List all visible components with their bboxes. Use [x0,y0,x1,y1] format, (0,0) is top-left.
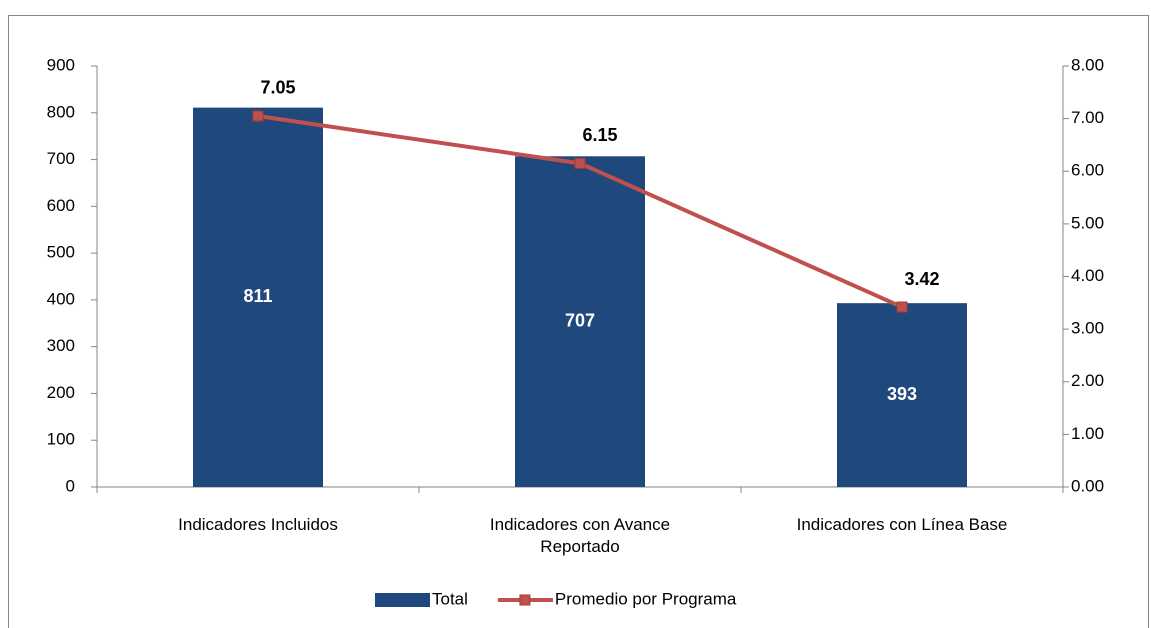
y-tick-label: 100 [47,430,75,449]
line-value-label: 3.42 [904,269,939,289]
chart-frame [8,15,1149,628]
legend-label: Promedio por Programa [555,589,737,608]
line-value-label: 7.05 [260,78,295,98]
line-value-label: 6.15 [582,125,617,145]
bar [193,107,323,487]
bar-value-label: 707 [565,310,595,330]
y-tick-label: 900 [47,55,75,74]
line-marker [574,157,586,169]
y2-tick-label: 4.00 [1071,266,1104,285]
x-tick-label: Indicadores con Línea Base [796,515,1008,534]
line-marker [252,110,264,122]
legend-marker [519,594,531,606]
y2-tick-label: 1.00 [1071,424,1104,443]
y-tick-label: 700 [47,149,75,168]
y2-tick-label: 6.00 [1071,161,1104,180]
y2-tick-label: 2.00 [1071,371,1104,390]
legend-swatch [375,593,430,607]
bar-value-label: 811 [243,286,272,306]
bar-value-label: 393 [887,384,917,404]
y-tick-label: 300 [47,336,75,355]
bar [515,156,645,487]
y2-tick-label: 3.00 [1071,319,1104,338]
y-tick-label: 800 [47,102,75,121]
y2-tick-label: 8.00 [1071,55,1104,74]
y-tick-label: 200 [47,383,75,402]
x-tick-label: Indicadores Incluidos [178,515,338,534]
line-marker [896,301,908,313]
legend-label: Total [432,589,468,608]
y-tick-label: 0 [66,476,75,495]
y-tick-label: 600 [47,196,75,215]
y2-tick-label: 5.00 [1071,213,1104,232]
bar [837,303,967,487]
y-tick-label: 500 [47,243,75,262]
y2-tick-label: 7.00 [1071,108,1104,127]
x-tick-label: Indicadores con Avance Reportado [489,515,671,556]
y-tick-label: 400 [47,289,75,308]
y2-tick-label: 0.00 [1071,476,1104,495]
